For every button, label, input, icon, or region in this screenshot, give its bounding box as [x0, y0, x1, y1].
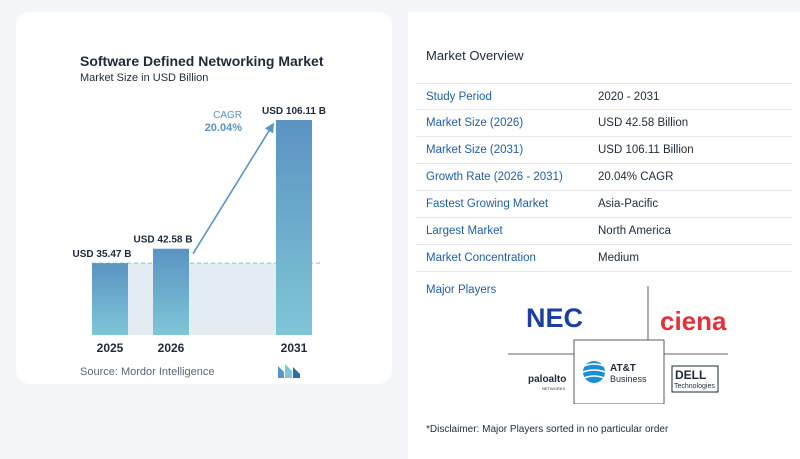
att-globe-icon	[582, 361, 606, 383]
cagr-value: 20.04%	[205, 122, 243, 134]
chart-source: Source: Mordor Intelligence	[80, 366, 215, 378]
bar-value-label-2025: USD 35.47 B	[73, 249, 132, 260]
overview-row-market-size-2031: Market Size (2031) USD 106.11 Billion	[416, 137, 792, 164]
dell-logo: DELL	[675, 368, 706, 382]
bar-value-label-2031: USD 106.11 B	[262, 106, 326, 117]
market-overview-panel: Market Overview Study Period 2020 - 2031…	[408, 12, 800, 459]
overview-row-fastest-growing-market: Fastest Growing Market Asia-Pacific	[416, 191, 792, 218]
chart-subtitle: Market Size in USD Billion	[80, 72, 209, 84]
att-business-text: Business	[610, 374, 647, 384]
overview-label: Market Size (2031)	[426, 144, 524, 156]
overview-label: Largest Market	[426, 225, 503, 237]
overview-label: Growth Rate (2026 - 2031)	[426, 171, 563, 183]
overview-value: Asia-Pacific	[598, 198, 659, 210]
overview-label: Study Period	[426, 90, 492, 103]
dell-technologies-text: Technologies	[674, 383, 715, 390]
category-label-2026: 2026	[158, 341, 185, 355]
dell-logo-frame	[671, 365, 719, 393]
disclaimer: *Disclaimer: Major Players sorted in no …	[426, 424, 669, 435]
overview-value: USD 106.11 Billion	[598, 144, 694, 156]
growth-arrow	[192, 122, 275, 255]
overview-value: Medium	[598, 252, 639, 264]
overview-row-largest-market: Largest Market North America	[416, 218, 792, 245]
overview-value: 20.04% CAGR	[598, 171, 674, 183]
nec-logo: NEC	[526, 303, 583, 333]
overview-value: North America	[598, 225, 671, 237]
overview-value: USD 42.58 Billion	[598, 117, 689, 129]
bar-value-label-2026: USD 42.58 B	[134, 235, 193, 246]
bar-2031	[276, 120, 312, 335]
bar-2025	[92, 263, 128, 335]
paloalto-networks-text: NETWORKS	[542, 386, 565, 391]
market-overview-title: Market Overview	[426, 48, 524, 63]
att-logo-text: AT&T	[610, 363, 636, 374]
overview-label: Fastest Growing Market	[426, 198, 549, 210]
overview-row-growth-rate: Growth Rate (2026 - 2031) 20.04% CAGR	[416, 164, 792, 191]
mordor-intelligence-logo-icon	[278, 364, 300, 378]
overview-row-market-size-2026: Market Size (2026) USD 42.58 Billion	[416, 110, 792, 137]
major-players-logos: NEC ciena AT&T Business paloalto NETWORK…	[508, 286, 728, 404]
chart-title: Software Defined Networking Market	[80, 53, 324, 69]
bar-2026	[153, 248, 189, 335]
cagr-label: CAGR	[213, 110, 242, 121]
overview-row-market-concentration: Market Concentration Medium	[416, 245, 792, 272]
category-label-2031: 2031	[281, 341, 308, 355]
ciena-logo: ciena	[660, 306, 727, 336]
major-players-title: Major Players	[426, 284, 497, 296]
bar-chart: USD 35.47 B 2025 USD 42.58 B 2026 USD 106.11…	[73, 106, 326, 355]
category-label-2025: 2025	[97, 341, 124, 355]
market-overview-table: Study Period 2020 - 2031 Market Size (20…	[416, 83, 792, 272]
overview-value: 2020 - 2031	[598, 90, 660, 103]
overview-row-study-period: Study Period 2020 - 2031	[416, 83, 792, 110]
paloalto-logo: paloalto	[528, 374, 566, 385]
overview-label: Market Size (2026)	[426, 117, 524, 129]
overview-label: Market Concentration	[426, 252, 536, 264]
